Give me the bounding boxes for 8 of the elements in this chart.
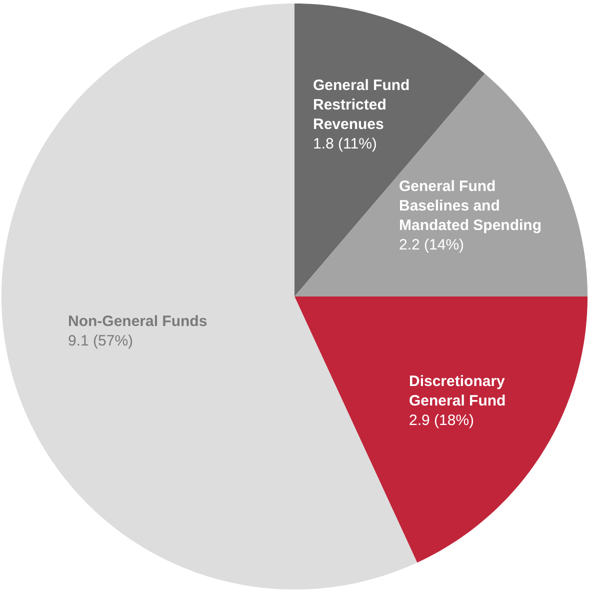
data-label: 2.9 (18%) <box>409 412 474 429</box>
slice-label: Discretionary General Fund <box>409 373 506 410</box>
data-label: 2.2 (14%) <box>399 236 464 254</box>
slice-label: General Fund Baselines and Mandated Spending <box>399 178 542 234</box>
data-label: 1.8 (11%) <box>313 136 377 152</box>
slice-label: General Fund Restricted Revenues <box>313 77 410 133</box>
slice-label: Non-General Funds <box>68 313 208 330</box>
data-label: 9.1 (57%) <box>68 332 134 350</box>
